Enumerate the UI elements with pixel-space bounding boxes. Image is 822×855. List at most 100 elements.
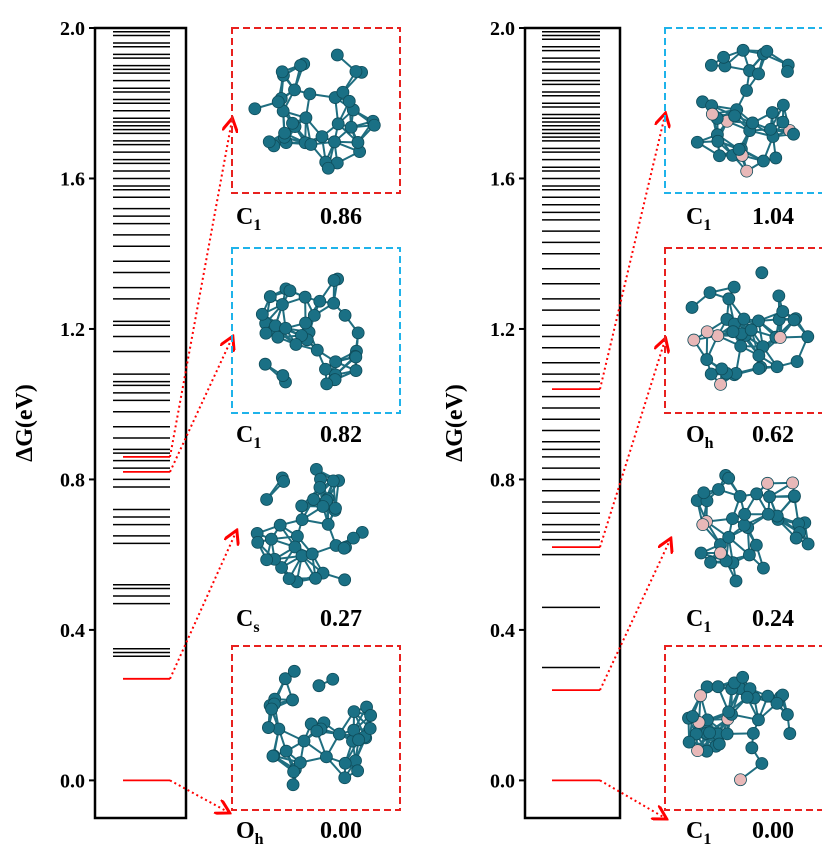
atom bbox=[705, 59, 717, 71]
atom bbox=[327, 673, 339, 685]
atom bbox=[688, 334, 700, 346]
atom bbox=[296, 514, 308, 526]
atom bbox=[249, 103, 261, 115]
atom bbox=[272, 96, 284, 108]
atom bbox=[741, 691, 753, 703]
energy-label: 0.86 bbox=[320, 204, 362, 230]
point-group-subscript: h bbox=[255, 831, 264, 848]
atom bbox=[756, 757, 768, 769]
y-tick-label: 1.2 bbox=[490, 319, 515, 341]
atom bbox=[753, 363, 765, 375]
atom bbox=[289, 84, 301, 96]
plot-frame bbox=[95, 28, 186, 818]
atom bbox=[712, 135, 724, 147]
arrow bbox=[600, 540, 670, 690]
atom bbox=[770, 152, 782, 164]
arrow bbox=[170, 120, 232, 457]
structure-label: Oh 0.00 bbox=[236, 818, 362, 848]
atom bbox=[298, 735, 310, 747]
atom bbox=[743, 549, 755, 561]
atom bbox=[701, 326, 713, 338]
atom bbox=[276, 299, 288, 311]
atom bbox=[698, 487, 710, 499]
atom bbox=[264, 291, 276, 303]
atom bbox=[321, 378, 333, 390]
atom bbox=[686, 301, 698, 313]
structure-label: C11.04 bbox=[686, 204, 794, 234]
structure bbox=[691, 469, 814, 587]
atom bbox=[283, 573, 295, 585]
atom bbox=[328, 136, 340, 148]
atom bbox=[713, 738, 725, 750]
y-tick-label: 0.0 bbox=[490, 770, 515, 792]
atom bbox=[765, 123, 777, 135]
energy-label: 0.00 bbox=[320, 818, 362, 844]
y-axis-label: ΔG(eV) bbox=[12, 384, 38, 462]
atom bbox=[762, 477, 774, 489]
atom bbox=[263, 136, 275, 148]
atom bbox=[747, 117, 759, 129]
atom bbox=[781, 65, 793, 77]
atom bbox=[735, 340, 747, 352]
y-tick-label: 2.0 bbox=[490, 18, 515, 40]
y-tick-label: 1.6 bbox=[490, 168, 515, 190]
atom bbox=[330, 356, 342, 368]
point-group-subscript: s bbox=[253, 619, 259, 636]
atom bbox=[704, 287, 716, 299]
energy-label: 0.00 bbox=[752, 818, 794, 844]
y-tick-label: 2.0 bbox=[60, 18, 85, 40]
structure bbox=[262, 665, 376, 790]
atom bbox=[734, 490, 746, 502]
atom bbox=[788, 128, 800, 140]
atom bbox=[350, 65, 362, 77]
atom bbox=[287, 117, 299, 129]
atom bbox=[791, 356, 803, 368]
atom bbox=[701, 354, 713, 366]
y-tick-label: 0.8 bbox=[490, 469, 515, 491]
atom bbox=[313, 680, 325, 692]
atom bbox=[715, 547, 727, 559]
point-group: O bbox=[236, 818, 255, 844]
atom bbox=[774, 332, 786, 344]
point-group: O bbox=[686, 422, 705, 448]
atom bbox=[737, 671, 749, 683]
atom bbox=[262, 722, 274, 734]
atom bbox=[278, 476, 290, 488]
arrow bbox=[600, 780, 665, 818]
atom bbox=[274, 519, 286, 531]
atom bbox=[781, 709, 793, 721]
atom bbox=[723, 531, 735, 543]
plot-frame bbox=[525, 28, 620, 818]
atom bbox=[753, 349, 765, 361]
atom bbox=[745, 324, 757, 336]
atom bbox=[757, 155, 769, 167]
point-group: C bbox=[686, 204, 703, 230]
atom bbox=[771, 361, 783, 373]
point-group-subscript: 1 bbox=[253, 217, 261, 234]
atom bbox=[279, 127, 291, 139]
atom bbox=[288, 766, 300, 778]
atom bbox=[314, 295, 326, 307]
atom bbox=[300, 317, 312, 329]
atom bbox=[352, 136, 364, 148]
atom bbox=[299, 291, 311, 303]
atom bbox=[695, 690, 707, 702]
atom bbox=[766, 107, 778, 119]
atom bbox=[339, 574, 351, 586]
atom bbox=[728, 281, 740, 293]
atom bbox=[339, 757, 351, 769]
atom bbox=[726, 513, 738, 525]
atom bbox=[753, 68, 765, 80]
energy-label: 0.27 bbox=[320, 606, 362, 632]
atom bbox=[697, 519, 709, 531]
point-group-subscript: 1 bbox=[703, 619, 711, 636]
point-group: C bbox=[236, 606, 253, 632]
atom bbox=[738, 313, 750, 325]
arrow bbox=[170, 532, 236, 679]
atom bbox=[339, 772, 351, 784]
point-group: C bbox=[686, 818, 703, 844]
atom bbox=[345, 121, 357, 133]
y-tick-label: 0.8 bbox=[60, 469, 85, 491]
atom bbox=[327, 475, 339, 487]
